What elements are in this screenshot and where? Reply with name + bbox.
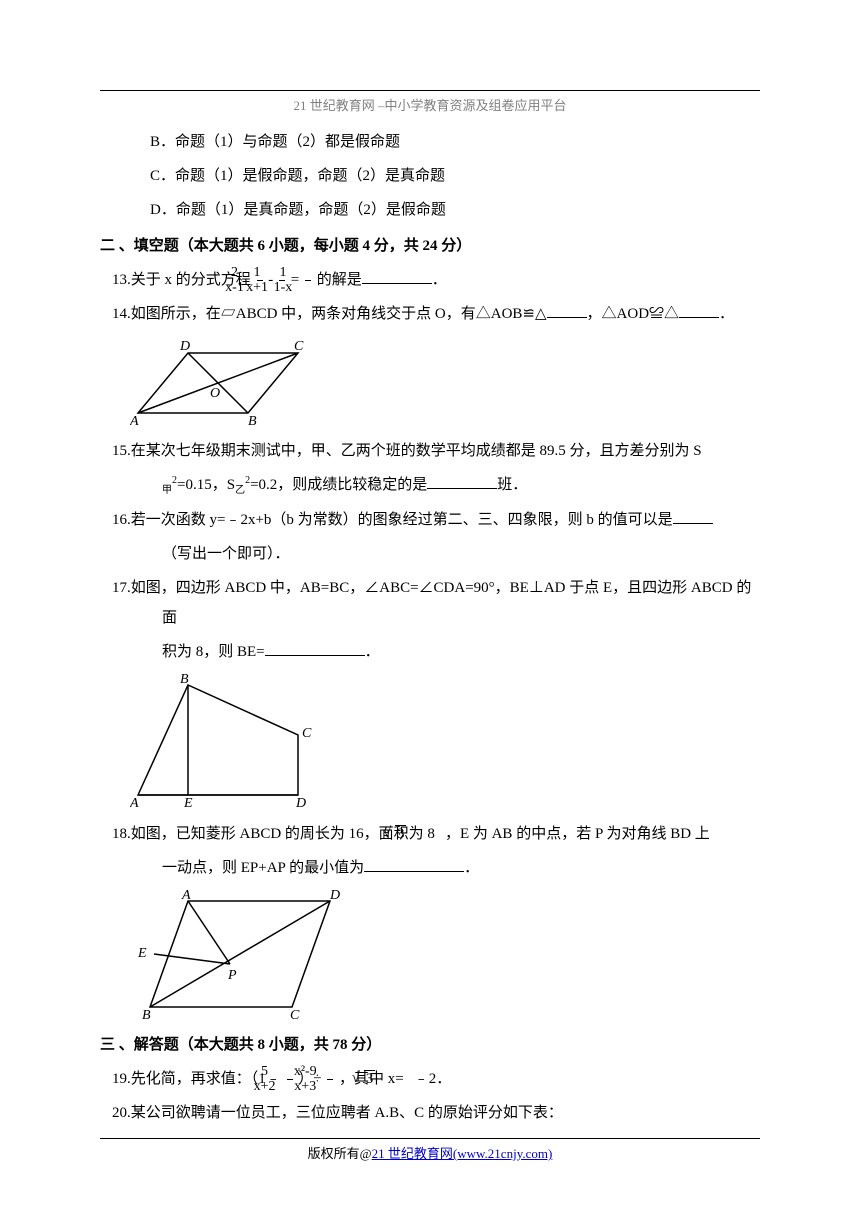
section-3-title: 三 、解答题（本大题共 8 小题，共 78 分） bbox=[100, 1030, 760, 1060]
svg-text:E: E bbox=[137, 946, 147, 961]
svg-text:E: E bbox=[183, 796, 193, 811]
question-16-cont: （写出一个即可）． bbox=[100, 539, 760, 569]
svg-text:O: O bbox=[210, 386, 220, 401]
sqrt: 3 bbox=[404, 1064, 414, 1094]
fraction: 11-x bbox=[305, 266, 311, 295]
figure-rhombus: A D B C E P bbox=[130, 889, 760, 1024]
question-20: 20.某公司欲聘请一位员工，三位应聘者 A.B、C 的原始评分如下表： bbox=[100, 1098, 760, 1128]
fill-blank[interactable] bbox=[427, 473, 497, 489]
question-15-cont: 甲2=0.15，S乙2=0.2，则成绩比较稳定的是班． bbox=[100, 470, 760, 501]
fill-blank[interactable] bbox=[679, 302, 719, 318]
svg-text:C: C bbox=[302, 726, 312, 741]
fill-blank[interactable] bbox=[547, 302, 587, 318]
svg-text:A: A bbox=[130, 796, 139, 811]
svg-text:C: C bbox=[294, 339, 304, 354]
footer-link[interactable]: 21 世纪教育网(www.21cnjy.com) bbox=[372, 1146, 553, 1161]
parallelogram-svg: A B C D O bbox=[130, 335, 305, 430]
svg-text:C: C bbox=[290, 1008, 300, 1023]
sqrt: 3 bbox=[435, 819, 445, 849]
fill-blank[interactable] bbox=[673, 508, 713, 524]
question-14: 14.如图所示，在▱ABCD 中，两条对角线交于点 O，有△AOB≌△，△AOD… bbox=[100, 299, 760, 329]
option-d: D．命题（1）是真命题，命题（2）是假命题 bbox=[100, 195, 760, 225]
question-13: 13.关于 x 的分式方程 2x-1 - 1x+1 = 11-x 的解是． bbox=[100, 265, 760, 295]
fraction: x²-9x+3 bbox=[327, 1065, 333, 1094]
svg-text:D: D bbox=[295, 796, 306, 811]
option-b: B．命题（1）与命题（2）都是假命题 bbox=[100, 127, 760, 157]
page-header: 21 世纪教育网 –中小学教育资源及组卷应用平台 bbox=[100, 90, 760, 119]
svg-text:P: P bbox=[227, 968, 237, 983]
question-18-cont: 一动点，则 EP+AP 的最小值为． bbox=[100, 853, 760, 883]
svg-text:B: B bbox=[180, 673, 189, 687]
quadrilateral-svg: A E D B C bbox=[130, 673, 320, 813]
svg-text:D: D bbox=[179, 339, 190, 354]
page-footer: 版权所有@21 世纪教育网(www.21cnjy.com) bbox=[100, 1138, 760, 1167]
fraction: 5x+2 bbox=[287, 1065, 293, 1094]
section-2-title: 二 、填空题（本大题共 6 小题，每小题 4 分，共 24 分） bbox=[100, 231, 760, 261]
figure-parallelogram: A B C D O bbox=[130, 335, 760, 430]
question-18: 18.如图，已知菱形 ABCD 的周长为 16，面积为 83，E 为 AB 的中… bbox=[100, 819, 760, 849]
svg-text:A: A bbox=[130, 414, 139, 429]
question-19: 19.先化简，再求值：（1﹣ 5x+2 ）÷ x²-9x+3 ，其中 x=3﹣2… bbox=[100, 1064, 760, 1094]
question-17: 17.如图，四边形 ABCD 中，AB=BC，∠ABC=∠CDA=90°，BE⊥… bbox=[100, 573, 760, 633]
svg-text:B: B bbox=[248, 414, 257, 429]
svg-text:D: D bbox=[329, 889, 340, 903]
question-16: 16.若一次函数 y=﹣2x+b（b 为常数）的图象经过第二、三、四象限，则 b… bbox=[100, 505, 760, 535]
option-c: C．命题（1）是假命题，命题（2）是真命题 bbox=[100, 161, 760, 191]
svg-text:B: B bbox=[142, 1008, 151, 1023]
question-17-cont: 积为 8，则 BE=． bbox=[100, 637, 760, 667]
figure-quadrilateral: A E D B C bbox=[130, 673, 760, 813]
question-15: 15.在某次七年级期末测试中，甲、乙两个班的数学平均成绩都是 89.5 分，且方… bbox=[100, 436, 760, 466]
fill-blank[interactable] bbox=[265, 640, 365, 656]
svg-text:A: A bbox=[181, 889, 191, 903]
page: 21 世纪教育网 –中小学教育资源及组卷应用平台 B．命题（1）与命题（2）都是… bbox=[0, 0, 860, 1207]
fill-blank[interactable] bbox=[362, 268, 432, 284]
fill-blank[interactable] bbox=[364, 856, 464, 872]
rhombus-svg: A D B C E P bbox=[130, 889, 360, 1024]
